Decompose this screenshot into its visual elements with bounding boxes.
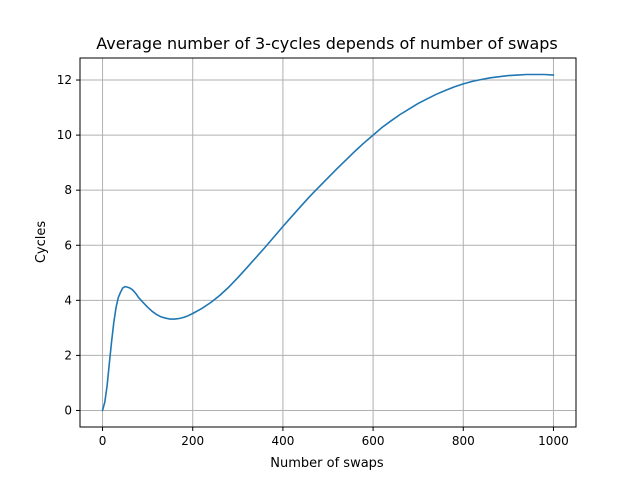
x-tick-label: 0 (99, 434, 107, 448)
chart-title: Average number of 3-cycles depends of nu… (96, 34, 558, 53)
x-tick-label: 1000 (538, 434, 569, 448)
grid (80, 58, 576, 427)
y-tick-label: 10 (57, 128, 72, 142)
x-tick-label: 200 (181, 434, 204, 448)
x-tick-label: 600 (362, 434, 385, 448)
y-tick-label: 6 (64, 238, 72, 252)
series-line (101, 73, 555, 412)
y-axis: 0 2 4 6 8 10 12 (57, 73, 80, 417)
plot-frame (79, 57, 577, 428)
y-tick-label: 4 (64, 293, 72, 307)
y-tick-label: 0 (64, 403, 72, 417)
x-tick-label: 800 (452, 434, 475, 448)
y-tick-label: 12 (57, 73, 72, 87)
x-tick-label: 400 (271, 434, 294, 448)
y-tick-label: 2 (64, 348, 72, 362)
series-layer (101, 73, 555, 412)
x-axis-title: Number of swaps (270, 456, 384, 471)
x-axis: 0 200 400 600 800 1000 (99, 427, 569, 448)
y-tick-label: 8 (64, 183, 72, 197)
y-axis-title: Cycles (34, 221, 49, 264)
